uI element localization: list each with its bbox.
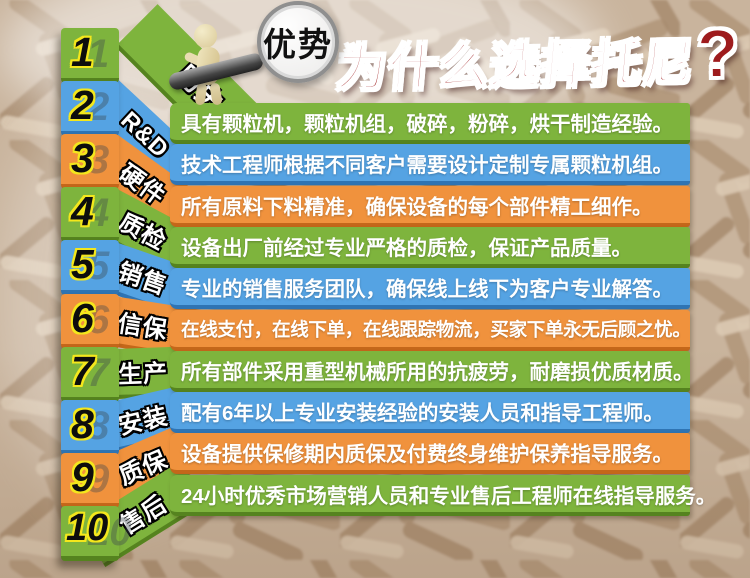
row-number: 5 — [71, 241, 94, 287]
advantage-bar: 24小时优秀市场营销人员和专业售后工程师在线指导服务。 — [170, 475, 716, 516]
advantage-bar: 配有6年以上专业安装经验的安装人员和指导工程师。 — [170, 392, 690, 433]
advantage-text: 所有原料下料精准，确保设备的每个部件精工细作。 — [181, 195, 653, 219]
advantage-text: 技术工程师根据不同客户需要设计定制专属颗粒机组。 — [181, 153, 673, 177]
row-number: 9 — [71, 454, 94, 500]
row-number: 2 — [71, 82, 94, 128]
advantage-text: 设备出厂前经过专业严格的质检，保证产品质量。 — [181, 236, 632, 260]
badge-label: 优势 — [263, 26, 333, 63]
row-number-shadow: 2 — [87, 85, 110, 129]
advantage-text: 具有颗粒机，颗粒机组，破碎，粉碎，烘干制造经验。 — [181, 112, 673, 136]
row-number-tab: 10 10 — [61, 506, 132, 561]
advantage-text: 配有6年以上专业安装经验的安装人员和指导工程师。 — [181, 401, 664, 425]
row-number: 3 — [71, 135, 94, 181]
magnifier-lens-icon: 优势 — [257, 1, 339, 83]
advantage-bar: 设备提供保修期内质保及付费终身维护保养指导服务。 — [170, 433, 690, 474]
row-label: 销售 — [114, 258, 171, 300]
row-number-shadow: 6 — [87, 298, 110, 342]
advantage-bar: 设备出厂前经过专业严格的质检，保证产品质量。 — [170, 227, 690, 268]
row-number: 10 — [66, 507, 109, 549]
row-label: 生产 — [117, 359, 169, 389]
main-title-question-mark: ? — [695, 15, 740, 94]
advantage-bar: 所有部件采用重型机械所用的抗疲劳，耐磨损优质材质。 — [170, 351, 694, 392]
row-number-shadow: 8 — [87, 404, 110, 448]
advantage-text: 设备提供保修期内质保及付费终身维护保养指导服务。 — [181, 442, 673, 466]
advantage-text: 所有部件采用重型机械所用的抗疲劳，耐磨损优质材质。 — [181, 360, 694, 384]
advantage-bar: 具有颗粒机，颗粒机组，破碎，粉碎，烘干制造经验。 — [170, 103, 690, 144]
row-number: 7 — [71, 348, 94, 394]
advantage-bar: 所有原料下料精准，确保设备的每个部件精工细作。 — [170, 186, 690, 227]
row-number-shadow: 7 — [87, 351, 110, 395]
row-number-tab: 9 9 — [61, 453, 119, 508]
row-number: 1 — [71, 29, 94, 75]
row-number: 6 — [71, 295, 94, 341]
main-title-text: 为什么选择托尼 — [334, 35, 698, 97]
row-number-tab: 4 4 — [61, 187, 119, 242]
advantage-bar: 技术工程师根据不同客户需要设计定制专属颗粒机组。 — [170, 144, 690, 185]
advantage-text: 24小时优秀市场营销人员和专业售后工程师在线指导服务。 — [181, 484, 717, 508]
row-number-shadow: 3 — [87, 138, 110, 182]
row-number-tab: 6 6 — [61, 294, 119, 349]
row-number-tab: 7 7 — [61, 347, 119, 402]
row-number-shadow: 10 — [87, 510, 132, 554]
advantage-text: 专业的销售服务团队，确保线上线下为客户专业解答。 — [181, 277, 673, 301]
row-number-shadow: 4 — [87, 191, 110, 235]
row-number: 8 — [71, 401, 94, 447]
row-number-tab: 2 2 — [61, 81, 119, 136]
row-number-tab: 1 1 — [61, 28, 119, 83]
row-number-shadow: 1 — [87, 32, 110, 76]
advantage-bar: 在线支付，在线下单，在线跟踪物流，买家下单永无后顾之忧。 — [170, 310, 691, 351]
row-number: 4 — [71, 188, 94, 234]
row-number-shadow: 9 — [87, 457, 110, 501]
row-number-shadow: 5 — [87, 244, 110, 288]
row-label: 信保 — [116, 309, 170, 345]
advantage-text: 在线支付，在线下单，在线跟踪物流，买家下单永无后顾之忧。 — [181, 318, 691, 340]
main-title: 为什么选择托尼 ? — [334, 15, 740, 101]
row-number-tab: 8 8 — [61, 400, 119, 455]
person-figure-icon — [194, 24, 217, 48]
advantage-bar: 专业的销售服务团队，确保线上线下为客户专业解答。 — [170, 268, 690, 309]
row-number-tab: 5 5 — [61, 240, 119, 295]
row-number-tab: 3 3 — [61, 134, 119, 189]
